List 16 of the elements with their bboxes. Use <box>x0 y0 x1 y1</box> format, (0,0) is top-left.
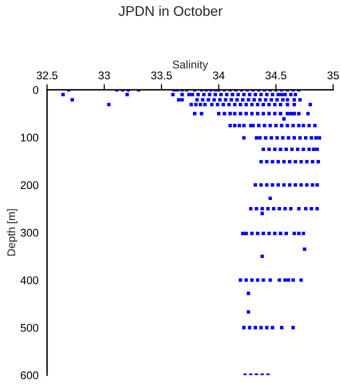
x-axis-title: Salinity <box>172 60 208 71</box>
chart-title: JPDN in October <box>118 6 222 16</box>
y-tick-label: 200 <box>20 181 38 190</box>
x-tick-label: 32.5 <box>36 71 58 80</box>
y-tick-label: 100 <box>21 134 38 142</box>
x-tick-label: 34 <box>212 71 225 80</box>
y-tick-label: 0 <box>32 86 38 94</box>
y-tick-label: 300 <box>20 228 38 237</box>
y-tick-label: 600 <box>20 371 38 380</box>
x-tick-label: 35 <box>327 71 339 80</box>
x-tick-label: 34.5 <box>266 71 286 80</box>
x-tick-label: 33 <box>98 71 110 80</box>
y-axis-title: Depth [m] <box>7 209 18 256</box>
y-tick-label: 500 <box>20 324 38 332</box>
x-tick-label: 33.5 <box>151 71 172 80</box>
y-tick-label: 400 <box>20 276 38 284</box>
